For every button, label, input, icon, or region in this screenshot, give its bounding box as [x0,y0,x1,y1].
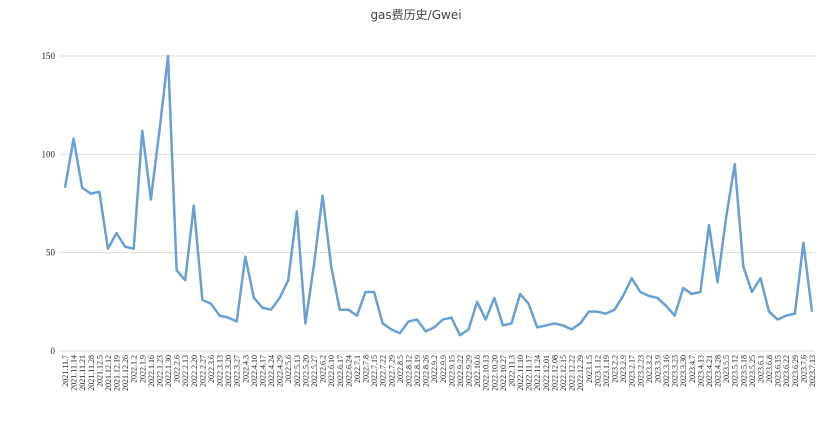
x-tick-label: 2022.5.6 [284,355,293,383]
x-tick-label: 2023.6.29 [791,355,800,387]
x-tick-label: 2022.1.2 [130,355,139,383]
x-tick-label: 2023.2.9 [619,355,628,383]
y-tick-label: 100 [42,149,56,159]
x-tick-label: 2023.3.2 [645,355,654,383]
x-tick-label: 2022.9.29 [465,355,474,387]
x-tick-label: 2022.7.15 [370,355,379,387]
x-tick-label: 2022.11.10 [516,355,525,391]
x-tick-label: 2022.8.12 [404,355,413,387]
x-tick-label: 2022.12.01 [542,355,551,391]
x-tick-label: 2022.1.30 [164,355,173,387]
x-tick-label: 2023.4.13 [696,355,705,387]
x-tick-label: 2021.11.7 [61,355,70,387]
x-tick-label: 2023.3.9 [653,355,662,383]
chart-title: gas费历史/Gwei [370,8,461,22]
x-tick-label: 2023.4.7 [688,355,697,383]
x-tick-label: 2022.3.13 [216,355,225,387]
x-tick-label: 2023.5.12 [731,355,740,387]
x-tick-label: 2023.3.23 [671,355,680,387]
x-tick-label: 2023.1.19 [602,355,611,387]
x-tick-label: 2022.10.20 [490,355,499,391]
x-tick-label: 2022.7.22 [379,355,388,387]
x-tick-label: 2023.3.30 [679,355,688,387]
x-tick-label: 2022.11.17 [525,355,534,391]
x-tick-label: 2023.5.18 [739,355,748,387]
x-tick-label: 2022.10.6 [473,355,482,387]
x-tick-label: 2021.12.26 [121,355,130,391]
x-tick-label: 2023.6.1 [756,355,765,383]
x-tick-label: 2022.2.20 [190,355,199,387]
x-tick-label: 2023.7.6 [799,355,808,383]
x-tick-label: 2022.5.27 [310,355,319,387]
x-tick-label: 2021.12.5 [95,355,104,387]
x-tick-label: 2023.3.16 [662,355,671,387]
x-tick-label: 2021.11.28 [87,355,96,391]
x-tick-label: 2021.12.19 [113,355,122,391]
x-tick-label: 2022.8.5 [396,355,405,383]
x-tick-label: 2022.4.29 [276,355,285,387]
x-tick-label: 2022.7.1 [353,355,362,383]
x-tick-label: 2022.5.20 [301,355,310,387]
x-tick-label: 2022.6.24 [344,355,353,387]
x-tick-label: 2022.4.24 [267,355,276,387]
x-tick-label: 2023.2.23 [636,355,645,387]
x-tick-label: 2022.1.9 [138,355,147,383]
x-tick-label: 2022.3.6 [207,355,216,383]
y-tick-label: 150 [42,51,56,61]
x-tick-label: 2023.5.25 [748,355,757,387]
x-tick-label: 2023.6.15 [774,355,783,387]
x-tick-label: 2022.12.15 [559,355,568,391]
x-tick-label: 2022.5.13 [293,355,302,387]
data-line [63,54,814,337]
x-tick-label: 2023.6.8 [765,355,774,383]
x-tick-label: 2022.3.27 [233,355,242,387]
x-tick-label: 2022.4.17 [258,355,267,387]
x-tick-label: 2022.8.26 [422,355,431,387]
x-tick-label: 2022.12.29 [576,355,585,391]
x-tick-label: 2022.10.13 [482,355,491,391]
x-tick-label: 2022.7.29 [387,355,396,387]
x-tick-label: 2022.11.3 [507,355,516,387]
y-tick-label: 0 [51,346,56,356]
x-tick-label: 2022.2.27 [198,355,207,387]
x-tick-label: 2022.7.8 [362,355,371,383]
x-tick-label: 2022.9.9 [439,355,448,383]
x-tick-label: 2023.1.12 [593,355,602,387]
x-tick-label: 2022.11.24 [533,355,542,391]
x-tick-label: 2023.6.22 [782,355,791,387]
x-tick-label: 2022.6.17 [336,355,345,387]
x-tick-label: 2022.6.10 [327,355,336,387]
x-tick-label: 2021.11.14 [70,355,79,391]
x-tick-label: 2022.4.3 [241,355,250,383]
x-tick-label: 2021.11.21 [78,355,87,391]
x-tick-label: 2022.6.2 [319,355,328,383]
x-tick-label: 2022.10.27 [499,355,508,391]
y-tick-label: 50 [46,248,56,258]
x-tick-label: 2022.4.10 [250,355,259,387]
x-tick-label: 2023.2.2 [611,355,620,383]
x-tick-label: 2022.1.16 [147,355,156,387]
x-tick-label: 2022.9.15 [447,355,456,387]
x-tick-label: 2023.4.21 [705,355,714,387]
x-tick-label: 2022.3.20 [224,355,233,387]
x-tick-label: 2022.12.08 [550,355,559,391]
x-tick-label: 2022.9.2 [430,355,439,383]
x-tick-label: 2023.1.5 [585,355,594,383]
x-tick-label: 2022.1.23 [155,355,164,387]
x-tick-label: 2023.5.5 [722,355,731,383]
x-tick-label: 2022.9.22 [456,355,465,387]
x-tick-label: 2023.4.28 [714,355,723,387]
x-tick-label: 2022.8.19 [413,355,422,387]
x-tick-label: 2022.2.6 [173,355,182,383]
x-tick-label: 2023.2.17 [628,355,637,387]
x-tick-label: 2022.12.22 [568,355,577,391]
x-tick-label: 2021.12.12 [104,355,113,391]
x-tick-label: 2023.7.13 [808,355,817,387]
x-tick-label: 2022.2.13 [181,355,190,387]
